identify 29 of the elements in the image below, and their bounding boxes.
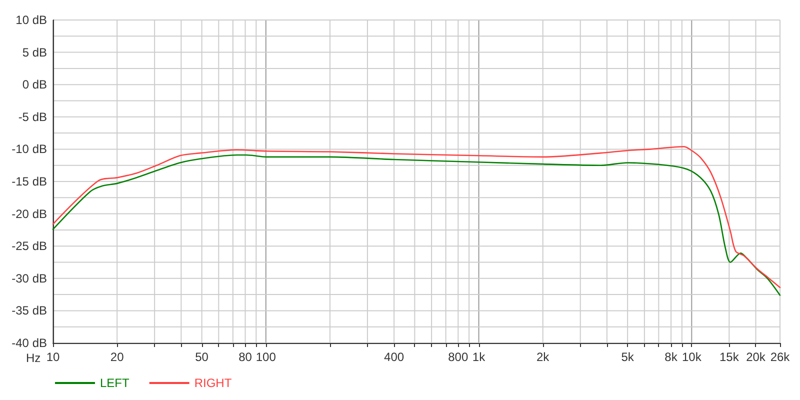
y-tick-label: -30 dB [12, 271, 47, 286]
y-tick-label: -25 dB [12, 239, 47, 254]
y-tick-label: -20 dB [12, 206, 47, 221]
y-tick-label: 5 dB [22, 45, 47, 60]
x-tick-label: 20k [746, 350, 766, 364]
x-tick-label: 2k [536, 350, 550, 364]
y-tick-label: -40 dB [12, 336, 47, 350]
legend-label: LEFT [100, 376, 130, 390]
y-tick-label: -10 dB [12, 142, 47, 156]
y-tick-label: -35 dB [12, 304, 47, 318]
y-tick-label: 10 dB [16, 13, 47, 27]
x-tick-label: 10 [46, 350, 60, 364]
y-tick-label: 0 dB [22, 78, 47, 92]
x-tick-label: 100 [256, 350, 276, 364]
x-tick-label: 80 [238, 350, 252, 364]
x-tick-label: 800 [448, 350, 468, 364]
x-tick-label: 10k [682, 350, 702, 364]
x-axis-title: Hz [26, 351, 41, 365]
x-tick-label: 8k [664, 350, 678, 364]
x-tick-label: 15k [719, 350, 740, 364]
x-tick-label: 1k [472, 350, 486, 364]
x-tick-label: 400 [384, 350, 404, 364]
y-tick-label: -15 dB [12, 174, 47, 188]
x-tick-label: 26k [770, 350, 791, 364]
x-tick-label: 5k [621, 350, 635, 364]
legend-label: RIGHT [194, 376, 232, 390]
x-tick-label: 50 [195, 350, 209, 364]
x-tick-label: 20 [110, 350, 124, 364]
y-tick-label: -5 dB [18, 110, 47, 124]
